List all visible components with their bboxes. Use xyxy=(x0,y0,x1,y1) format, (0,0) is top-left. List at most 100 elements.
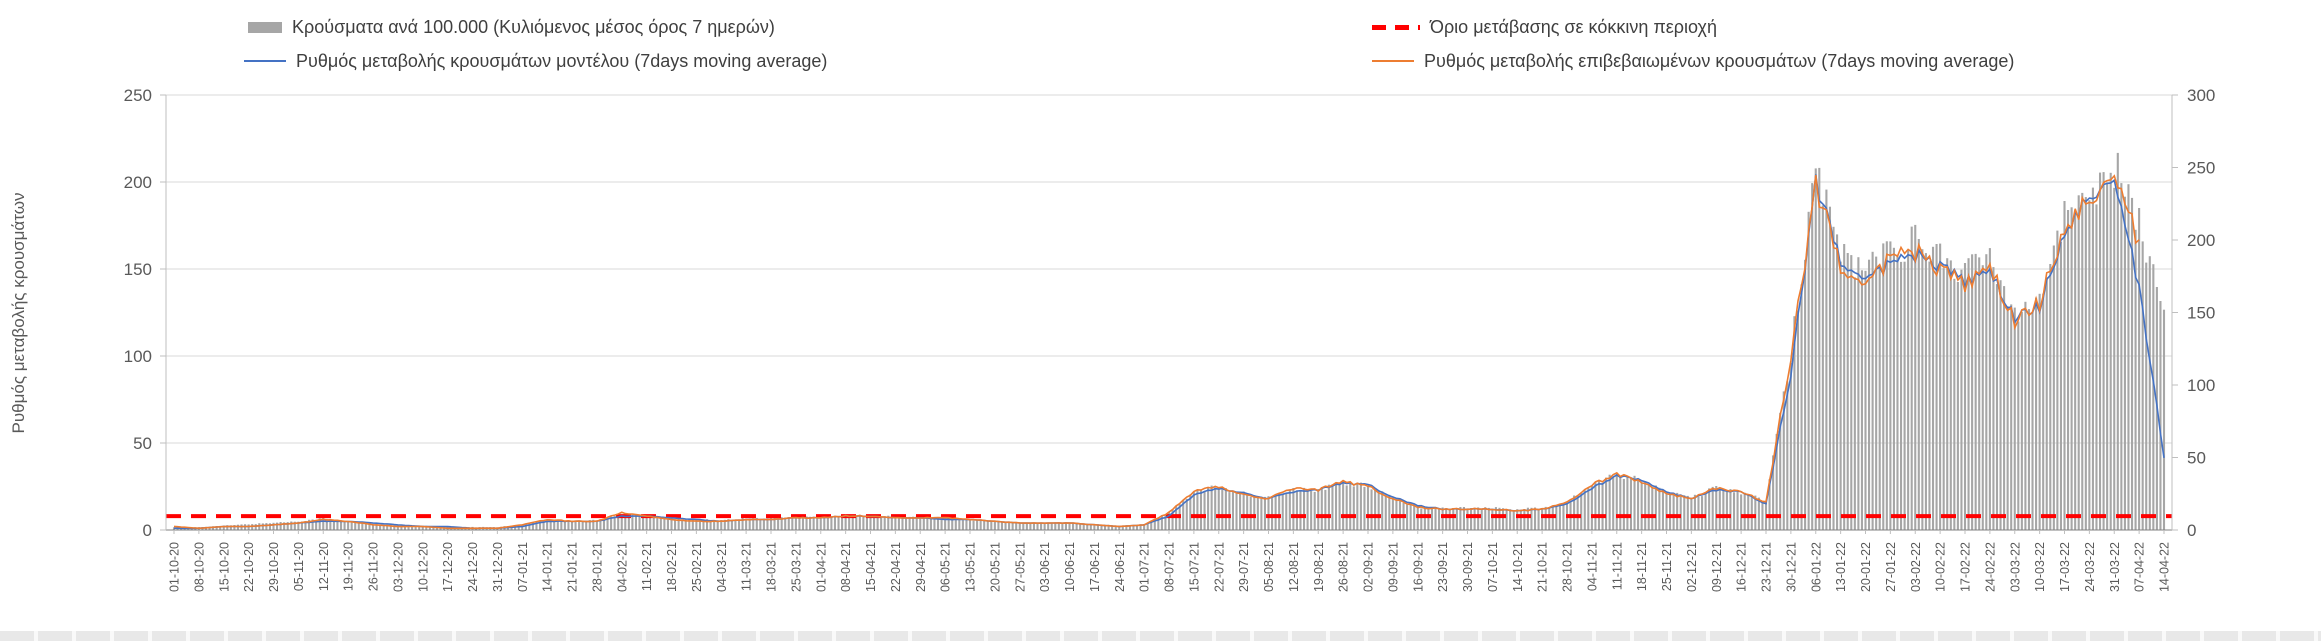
svg-text:22-10-20: 22-10-20 xyxy=(242,542,256,592)
axes xyxy=(165,95,2173,531)
svg-text:02-09-21: 02-09-21 xyxy=(1362,542,1376,592)
svg-text:25-02-21: 25-02-21 xyxy=(690,542,704,592)
svg-text:15-07-21: 15-07-21 xyxy=(1187,542,1201,592)
svg-text:06-05-21: 06-05-21 xyxy=(939,542,953,592)
svg-text:19-11-20: 19-11-20 xyxy=(342,542,356,591)
svg-text:15-10-20: 15-10-20 xyxy=(217,542,231,592)
svg-text:18-02-21: 18-02-21 xyxy=(665,542,679,592)
legend-item-model: Ρυθμός μεταβολής κρουσμάτων μοντέλου (7d… xyxy=(244,50,827,72)
svg-text:04-03-21: 04-03-21 xyxy=(715,542,729,592)
svg-text:21-01-21: 21-01-21 xyxy=(566,542,580,592)
svg-text:11-02-21: 11-02-21 xyxy=(640,542,654,591)
svg-text:100: 100 xyxy=(2187,376,2215,395)
svg-text:20-05-21: 20-05-21 xyxy=(988,542,1002,592)
svg-text:14-01-21: 14-01-21 xyxy=(541,542,555,592)
svg-text:10-02-22: 10-02-22 xyxy=(1934,542,1948,592)
svg-text:250: 250 xyxy=(124,86,152,105)
bar-series-swatch-icon xyxy=(248,21,282,33)
svg-text:09-09-21: 09-09-21 xyxy=(1386,542,1400,592)
svg-text:50: 50 xyxy=(133,434,152,453)
gridlines xyxy=(166,94,2172,531)
svg-text:08-10-20: 08-10-20 xyxy=(192,542,206,592)
svg-text:15-04-21: 15-04-21 xyxy=(864,542,878,592)
svg-text:08-07-21: 08-07-21 xyxy=(1163,542,1177,592)
svg-text:19-08-21: 19-08-21 xyxy=(1312,542,1326,592)
svg-text:50: 50 xyxy=(2187,449,2206,468)
left-axis-labels: 0 50 100 150 200 250 xyxy=(124,86,166,540)
svg-text:31-12-20: 31-12-20 xyxy=(491,542,505,592)
bottom-scrollbar[interactable] xyxy=(0,631,2321,641)
svg-text:29-07-21: 29-07-21 xyxy=(1237,542,1251,592)
svg-text:0: 0 xyxy=(143,521,152,540)
svg-text:18-11-21: 18-11-21 xyxy=(1635,542,1649,591)
svg-text:07-01-21: 07-01-21 xyxy=(516,542,530,592)
svg-text:31-03-22: 31-03-22 xyxy=(2108,542,2122,592)
svg-text:09-12-21: 09-12-21 xyxy=(1710,542,1724,592)
svg-text:17-03-22: 17-03-22 xyxy=(2058,542,2072,592)
svg-text:29-04-21: 29-04-21 xyxy=(914,542,928,592)
svg-text:08-04-21: 08-04-21 xyxy=(839,542,853,592)
svg-text:26-11-20: 26-11-20 xyxy=(367,542,381,591)
svg-text:28-01-21: 28-01-21 xyxy=(590,542,604,592)
svg-text:28-10-21: 28-10-21 xyxy=(1561,542,1575,592)
svg-text:12-08-21: 12-08-21 xyxy=(1287,542,1301,592)
svg-text:10-06-21: 10-06-21 xyxy=(1063,542,1077,592)
svg-text:14-10-21: 14-10-21 xyxy=(1511,542,1525,592)
svg-text:13-01-22: 13-01-22 xyxy=(1834,542,1848,592)
dashed-line-swatch-icon xyxy=(1372,24,1420,30)
legend-label-threshold: Όριο μετάβασης σε κόκκινη περιοχή xyxy=(1430,16,1718,37)
legend-label-model: Ρυθμός μεταβολής κρουσμάτων μοντέλου (7d… xyxy=(296,50,828,71)
svg-text:03-06-21: 03-06-21 xyxy=(1038,542,1052,592)
svg-text:25-03-21: 25-03-21 xyxy=(789,542,803,592)
legend-item-threshold: Όριο μετάβασης σε κόκκινη περιοχή xyxy=(1372,16,1717,38)
svg-text:17-12-20: 17-12-20 xyxy=(441,542,455,592)
svg-text:05-11-20: 05-11-20 xyxy=(292,542,306,591)
svg-text:21-10-21: 21-10-21 xyxy=(1536,542,1550,592)
confirmed-line xyxy=(173,174,2140,530)
svg-text:13-05-21: 13-05-21 xyxy=(964,542,978,592)
svg-text:11-11-21: 11-11-21 xyxy=(1610,542,1624,590)
orange-line-swatch-icon xyxy=(1372,60,1414,62)
svg-text:27-01-22: 27-01-22 xyxy=(1884,542,1898,592)
svg-text:22-07-21: 22-07-21 xyxy=(1212,542,1226,592)
svg-text:150: 150 xyxy=(124,260,152,279)
svg-text:07-04-22: 07-04-22 xyxy=(2133,542,2147,592)
svg-text:10-12-20: 10-12-20 xyxy=(416,542,430,592)
svg-text:0: 0 xyxy=(2187,521,2196,540)
svg-text:02-12-21: 02-12-21 xyxy=(1685,542,1699,592)
svg-text:29-10-20: 29-10-20 xyxy=(267,542,281,592)
svg-text:23-09-21: 23-09-21 xyxy=(1436,542,1450,592)
legend-label-cases: Κρούσματα ανά 100.000 (Κυλιόμενος μέσος … xyxy=(292,16,775,37)
svg-text:04-02-21: 04-02-21 xyxy=(615,542,629,592)
svg-text:300: 300 xyxy=(2187,86,2215,105)
svg-text:01-07-21: 01-07-21 xyxy=(1138,542,1152,592)
svg-text:250: 250 xyxy=(2187,159,2215,178)
svg-text:10-03-22: 10-03-22 xyxy=(2033,542,2047,592)
svg-text:16-12-21: 16-12-21 xyxy=(1735,542,1749,592)
svg-text:24-06-21: 24-06-21 xyxy=(1113,542,1127,592)
legend-item-confirmed: Ρυθμός μεταβολής επιβεβαιωμένων κρουσμάτ… xyxy=(1372,50,2014,72)
svg-text:17-02-22: 17-02-22 xyxy=(1959,542,1973,592)
svg-text:14-04-22: 14-04-22 xyxy=(2158,542,2172,592)
svg-text:04-11-21: 04-11-21 xyxy=(1585,542,1599,591)
svg-text:01-10-20: 01-10-20 xyxy=(168,542,182,592)
x-axis-labels: 01-10-20 08-10-20 15-10-20 22-10-20 29-10-20… xyxy=(168,530,2172,592)
svg-text:200: 200 xyxy=(2187,231,2215,250)
svg-text:23-12-21: 23-12-21 xyxy=(1760,542,1774,592)
svg-text:200: 200 xyxy=(124,173,152,192)
svg-text:24-12-20: 24-12-20 xyxy=(466,542,480,592)
bars-series xyxy=(172,152,2166,531)
right-axis-labels: 0 50 100 150 200 250 300 xyxy=(2172,86,2215,540)
svg-text:18-03-21: 18-03-21 xyxy=(765,542,779,592)
svg-text:27-05-21: 27-05-21 xyxy=(1013,542,1027,592)
svg-text:30-12-21: 30-12-21 xyxy=(1784,542,1798,592)
svg-text:16-09-21: 16-09-21 xyxy=(1411,542,1425,592)
legend-item-cases: Κρούσματα ανά 100.000 (Κυλιόμενος μέσος … xyxy=(248,16,775,38)
svg-text:150: 150 xyxy=(2187,304,2215,323)
svg-text:30-09-21: 30-09-21 xyxy=(1461,542,1475,592)
left-axis-title: Ρυθμός μεταβολής κρουσμάτων xyxy=(9,193,28,434)
svg-text:26-08-21: 26-08-21 xyxy=(1337,542,1351,592)
svg-text:07-10-21: 07-10-21 xyxy=(1486,542,1500,592)
